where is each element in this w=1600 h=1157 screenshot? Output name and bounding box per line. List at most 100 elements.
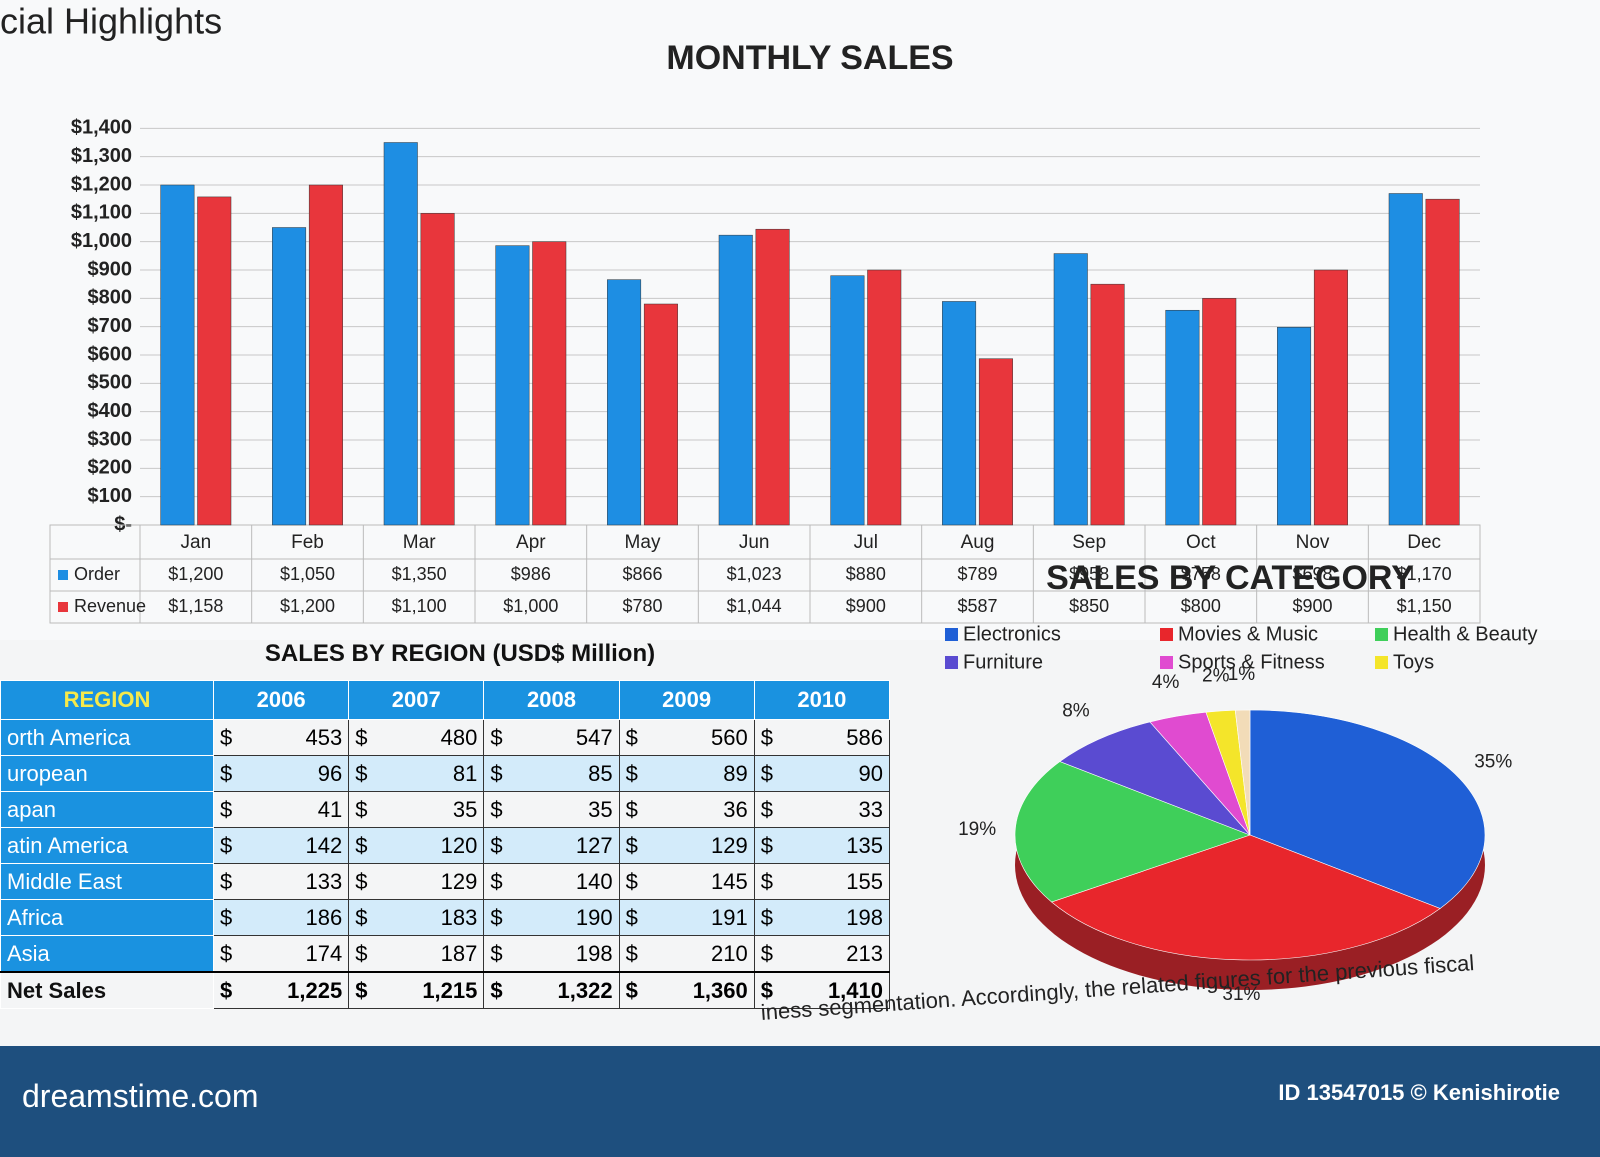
table-cell: $135 (753, 827, 891, 864)
cell-value: 186 (305, 904, 343, 930)
bar (532, 241, 567, 526)
x-tick-label: Dec (1407, 532, 1441, 553)
pie-slice (1050, 834, 1441, 961)
table-row: Net Sales $1,225 $1,215 $1,322 $1,360 $1,410 (0, 971, 891, 1009)
data-table-value: $1,200 (168, 564, 223, 584)
table-title: SALES BY REGION (USD$ Million) (264, 640, 656, 667)
legend-swatch (1375, 628, 1388, 641)
legend-label: Toys (1393, 651, 1434, 673)
currency: $ (760, 796, 773, 822)
table-cell: $81 (348, 755, 485, 792)
cell-value: 1,360 (692, 977, 748, 1003)
table-cell: $586 (753, 719, 891, 756)
bar (755, 228, 790, 526)
region-name: Middle East (0, 863, 214, 900)
column-header: 2007 (348, 680, 485, 720)
cell-value: 35 (588, 796, 613, 822)
table-cell: $213 (753, 935, 891, 973)
region-name: orth America (0, 719, 214, 756)
cell-value: 127 (575, 832, 613, 858)
cell-value: 155 (846, 868, 883, 894)
table-cell: $96 (212, 755, 350, 792)
bar (1388, 193, 1423, 526)
x-tick-label: May (625, 532, 661, 553)
pie-label: 19% (958, 819, 996, 840)
currency: $ (490, 724, 503, 750)
cell-value: 36 (723, 796, 748, 822)
column-header: 2009 (618, 680, 755, 720)
table-cell: $142 (212, 827, 350, 864)
cell-value: 85 (588, 760, 613, 786)
currency: $ (355, 904, 368, 930)
currency: $ (220, 868, 233, 894)
table-cell: $140 (483, 863, 620, 900)
x-tick-label: Sep (1072, 532, 1106, 553)
cell-value: 133 (305, 868, 343, 894)
region-name: Net Sales (0, 971, 214, 1009)
pie-label: 31% (1222, 984, 1260, 1005)
table-cell: $90 (753, 755, 891, 792)
bar (718, 234, 753, 526)
currency: $ (760, 868, 773, 894)
cell-value: 96 (317, 760, 343, 786)
table-row: Africa $186 $183 $190 $191 $198 (0, 899, 891, 936)
legend-swatch (1160, 628, 1173, 641)
data-table-value: $866 (622, 564, 662, 584)
currency: $ (355, 832, 368, 858)
x-tick-label: Aug (961, 532, 995, 553)
data-table-value: $1,170 (1397, 564, 1452, 584)
y-tick-label: $700 (88, 315, 133, 337)
column-header: 2010 (753, 680, 891, 720)
table-cell: $89 (618, 755, 755, 792)
table-cell: $35 (348, 791, 485, 828)
data-table-value: $789 (957, 564, 997, 584)
bar (272, 227, 307, 526)
y-tick-label: $300 (88, 428, 133, 450)
x-tick-label: Oct (1186, 532, 1216, 553)
data-table-value: $986 (511, 564, 551, 584)
cell-value: 453 (305, 724, 343, 750)
currency: $ (760, 904, 773, 930)
y-tick-label: $800 (88, 287, 133, 309)
cell-value: 560 (711, 724, 748, 750)
bar (495, 245, 530, 526)
currency: $ (490, 977, 503, 1003)
y-tick-label: $400 (88, 400, 133, 422)
column-header: 2008 (483, 680, 620, 720)
x-tick-label: Nov (1296, 532, 1330, 553)
table-row: atin America $142 $120 $127 $129 $135 (0, 827, 891, 864)
x-tick-label: Apr (516, 532, 546, 553)
currency: $ (760, 940, 773, 966)
bar (643, 303, 678, 526)
table-cell: $127 (483, 827, 620, 864)
cell-value: 187 (440, 940, 478, 966)
pie-label: 1% (1228, 664, 1256, 685)
currency: $ (625, 724, 638, 750)
table-cell: $129 (348, 863, 485, 900)
table-cell: $41 (212, 791, 350, 828)
legend-label: Order (74, 564, 120, 584)
bar (942, 301, 977, 526)
pie-label: 2% (1202, 665, 1230, 686)
legend-label: Movies & Music (1178, 623, 1318, 645)
footer: dreamstime.com ID 13547015 © Kenishiroti… (0, 1046, 1600, 1157)
table-cell: $33 (753, 791, 891, 828)
legend-swatch (58, 602, 68, 612)
currency: $ (625, 868, 638, 894)
currency: $ (490, 904, 503, 930)
table-cell: $187 (348, 935, 485, 973)
cell-value: 547 (575, 724, 613, 750)
data-table-value: $900 (1292, 596, 1332, 616)
currency: $ (625, 796, 638, 822)
cell-value: 213 (846, 940, 883, 966)
cell-value: 140 (575, 868, 613, 894)
bar (1165, 309, 1200, 526)
y-tick-label: $1,000 (71, 230, 132, 252)
cell-value: 198 (846, 904, 883, 930)
y-tick-label: $1,100 (71, 202, 132, 224)
region-name: Africa (0, 899, 214, 936)
table-cell: $198 (483, 935, 620, 973)
region-name: Asia (0, 935, 214, 973)
legend-label: Sports & Fitness (1178, 651, 1325, 673)
